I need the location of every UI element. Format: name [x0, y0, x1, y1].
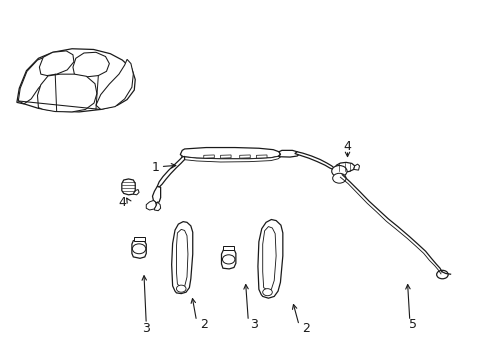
Text: 3: 3 — [250, 318, 258, 331]
Polygon shape — [96, 59, 133, 109]
Polygon shape — [18, 55, 55, 104]
Polygon shape — [176, 229, 187, 288]
Circle shape — [262, 289, 272, 296]
Polygon shape — [294, 152, 334, 170]
Circle shape — [436, 270, 447, 279]
Polygon shape — [38, 74, 97, 112]
Polygon shape — [180, 148, 280, 159]
Polygon shape — [220, 155, 231, 158]
Polygon shape — [157, 156, 184, 187]
Polygon shape — [146, 201, 156, 210]
Text: 1: 1 — [152, 161, 160, 174]
Circle shape — [332, 173, 346, 183]
Polygon shape — [17, 49, 135, 112]
Polygon shape — [133, 189, 139, 195]
Polygon shape — [73, 52, 109, 77]
Text: 2: 2 — [301, 323, 309, 336]
Polygon shape — [262, 226, 276, 290]
Text: 2: 2 — [200, 318, 207, 331]
Polygon shape — [122, 179, 135, 195]
Polygon shape — [257, 220, 282, 298]
Polygon shape — [132, 239, 146, 258]
Polygon shape — [203, 155, 214, 158]
Polygon shape — [334, 162, 354, 172]
Circle shape — [132, 244, 145, 254]
Polygon shape — [171, 222, 192, 294]
Polygon shape — [223, 246, 233, 250]
Polygon shape — [152, 186, 160, 203]
Polygon shape — [353, 164, 359, 170]
Polygon shape — [279, 150, 299, 157]
Text: 4: 4 — [118, 197, 126, 210]
Circle shape — [176, 285, 185, 292]
Polygon shape — [181, 156, 280, 162]
Text: 3: 3 — [142, 322, 150, 335]
Polygon shape — [40, 51, 74, 76]
Polygon shape — [221, 248, 235, 269]
Polygon shape — [134, 237, 144, 241]
Polygon shape — [154, 202, 160, 211]
Polygon shape — [239, 155, 250, 158]
Text: 4: 4 — [343, 140, 351, 153]
Circle shape — [331, 166, 346, 177]
Circle shape — [222, 255, 234, 264]
Text: 5: 5 — [408, 318, 416, 331]
Polygon shape — [256, 155, 266, 158]
